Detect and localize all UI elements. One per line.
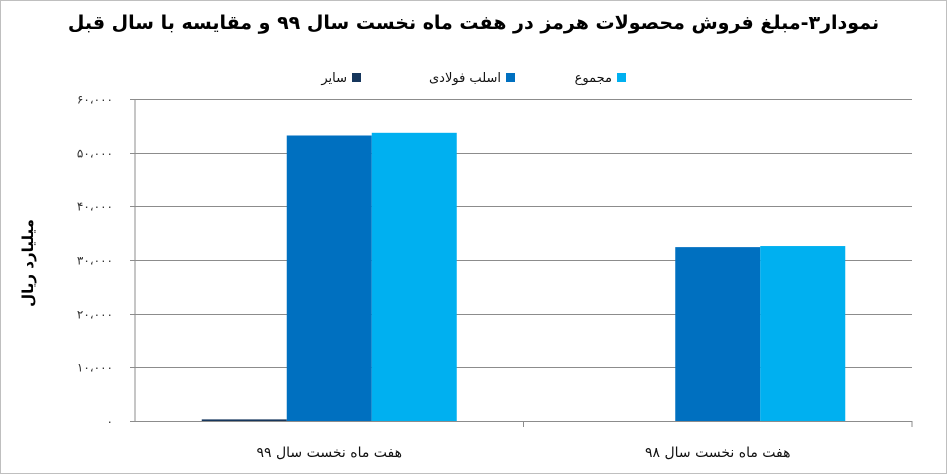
y-tick-label: ۴۰،۰۰۰ bbox=[77, 200, 113, 214]
legend-entry: مجموع bbox=[575, 71, 612, 86]
y-tick-label: ۱۰،۰۰۰ bbox=[77, 361, 113, 375]
bar bbox=[760, 246, 846, 421]
y-tick-label: ۳۰،۰۰۰ bbox=[77, 254, 113, 268]
legend-swatch bbox=[506, 73, 515, 82]
y-tick-label: ۶۰،۰۰۰ bbox=[77, 93, 113, 107]
bars bbox=[201, 132, 846, 421]
legend-entry: اسلب فولادی bbox=[429, 71, 501, 86]
bar bbox=[371, 132, 457, 421]
legend-entry: سایر bbox=[320, 71, 347, 86]
y-tick-label: ۲۰،۰۰۰ bbox=[77, 308, 113, 322]
legend-swatch bbox=[617, 73, 626, 82]
bar bbox=[286, 135, 372, 421]
chart-title: نمودار۳-مبلغ فروش محصولات هرمز در هفت ما… bbox=[67, 12, 880, 34]
legend: سایر اسلب فولادی مجموع bbox=[320, 71, 626, 86]
y-axis-ticks: ۰ ۱۰،۰۰۰ ۲۰،۰۰۰ ۳۰،۰۰۰ ۴۰،۰۰۰ ۵۰،۰۰۰ ۶۰،۰۰۰ bbox=[77, 93, 135, 429]
legend-swatch bbox=[352, 73, 361, 82]
x-axis: هفت ماه نخست سال ۹۹ هفت ماه نخست سال ۹۸ bbox=[134, 99, 913, 461]
bar bbox=[675, 247, 761, 421]
x-category-label: هفت ماه نخست سال ۹۸ bbox=[645, 445, 791, 461]
bar bbox=[201, 419, 287, 421]
y-tick-label: ۰ bbox=[107, 415, 113, 429]
y-tick-label: ۵۰،۰۰۰ bbox=[77, 147, 113, 161]
x-category-label: هفت ماه نخست سال ۹۹ bbox=[257, 445, 403, 461]
